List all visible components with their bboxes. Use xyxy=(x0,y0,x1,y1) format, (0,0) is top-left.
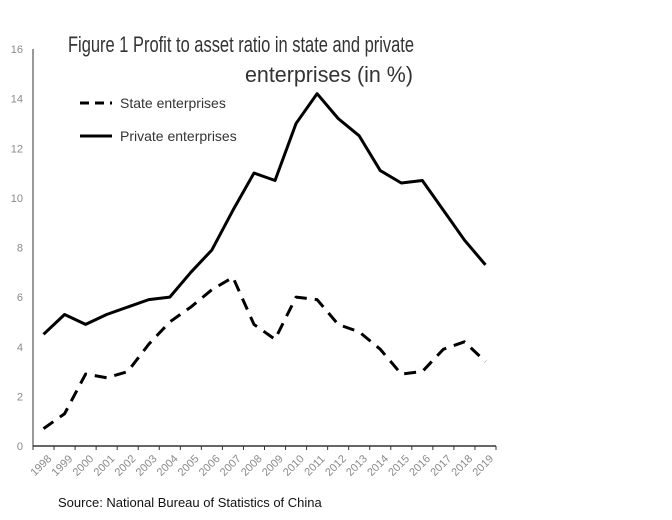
series-line-state xyxy=(42,275,487,430)
series-line-private xyxy=(42,92,487,336)
chart-title-line1: Figure 1 Profit to asset ratio in state … xyxy=(68,32,414,57)
x-tick-label: 2016 xyxy=(407,453,433,479)
source-note: Source: National Bureau of Statistics of… xyxy=(58,495,323,510)
y-tick-label: 12 xyxy=(11,143,23,155)
x-tick-label: 2011 xyxy=(302,453,327,478)
x-tick-label: 2013 xyxy=(344,453,370,479)
y-tick-label: 14 xyxy=(11,94,23,106)
y-tick-label: 8 xyxy=(17,243,23,255)
y-tick-label: 16 xyxy=(11,44,23,56)
x-tick-label: 2000 xyxy=(71,453,97,479)
x-tick-label: 2004 xyxy=(155,453,181,479)
x-tick-label: 2015 xyxy=(386,453,412,479)
x-tick-label: 2014 xyxy=(365,453,391,479)
legend-label-state: State enterprises xyxy=(120,95,226,111)
x-tick-label: 2019 xyxy=(470,453,496,479)
y-tick-label: 2 xyxy=(17,391,23,403)
x-tick-label: 2012 xyxy=(323,453,349,479)
legend-label-private: Private enterprises xyxy=(120,128,237,144)
x-tick-label: 2018 xyxy=(449,453,475,479)
legend: State enterprises Private enterprises xyxy=(80,95,237,144)
x-tick-label: 2005 xyxy=(176,453,202,479)
y-tick-label: 10 xyxy=(11,193,23,205)
x-tick-label: 2017 xyxy=(428,453,454,479)
x-tick-label: 2009 xyxy=(260,453,286,479)
x-tick-label: 1998 xyxy=(29,453,55,479)
x-tick-label: 2010 xyxy=(281,453,307,479)
x-tick-label: 2008 xyxy=(239,453,265,479)
x-tick-label: 2001 xyxy=(92,453,118,479)
chart-title-line2: enterprises (in %) xyxy=(245,62,413,87)
x-tick-label: 2003 xyxy=(134,453,160,479)
x-tick-label: 2002 xyxy=(113,453,139,479)
y-tick-label: 4 xyxy=(17,342,23,354)
x-tick-label: 2007 xyxy=(218,453,244,479)
x-tick-label: 1999 xyxy=(50,453,76,479)
y-tick-label: 6 xyxy=(17,292,23,304)
y-tick-label: 0 xyxy=(17,441,23,453)
x-tick-label: 2006 xyxy=(197,453,223,479)
